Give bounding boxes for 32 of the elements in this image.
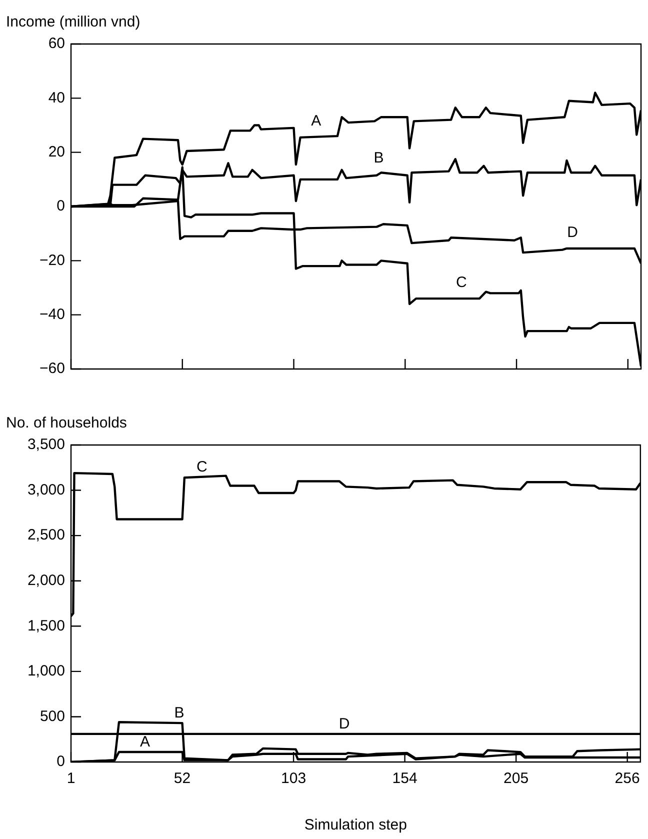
series-label: C <box>196 458 208 476</box>
y-tick-label: −60 <box>40 360 65 378</box>
series-label: D <box>567 224 578 242</box>
y-tick-label: 40 <box>48 89 65 106</box>
x-tick-label: 1 <box>66 770 76 788</box>
y-tick-label: 500 <box>40 708 65 725</box>
series-label: A <box>140 734 150 751</box>
y-tick-label: 2,000 <box>27 572 65 589</box>
series-label: A <box>311 112 322 130</box>
series-label: D <box>338 716 350 733</box>
y-axis-title: No. of households <box>6 414 127 432</box>
x-tick-label: 205 <box>504 770 529 788</box>
y-tick-label: 1,500 <box>27 617 65 634</box>
x-axis-title: Simulation step <box>304 816 407 834</box>
y-tick-label: 1,000 <box>27 662 65 680</box>
series-label: B <box>374 150 384 167</box>
y-tick-label: −40 <box>40 306 65 323</box>
x-tick-label: 256 <box>614 770 640 788</box>
y-tick-label: −20 <box>40 252 65 269</box>
y-tick-label: 20 <box>48 143 65 160</box>
x-tick-label: 52 <box>174 770 191 788</box>
series-label: B <box>174 704 184 722</box>
y-tick-label: 2,500 <box>27 526 65 544</box>
y-tick-label: 0 <box>56 198 65 215</box>
y-tick-label: 60 <box>48 35 65 52</box>
x-tick-label: 103 <box>281 770 306 788</box>
y-axis-title: Income (million vnd) <box>6 14 140 31</box>
y-tick-label: 0 <box>56 753 65 770</box>
y-tick-label: 3,000 <box>27 481 65 498</box>
y-tick-label: 3,500 <box>27 436 65 454</box>
series-label: C <box>456 274 468 292</box>
x-tick-label: 154 <box>392 770 418 788</box>
